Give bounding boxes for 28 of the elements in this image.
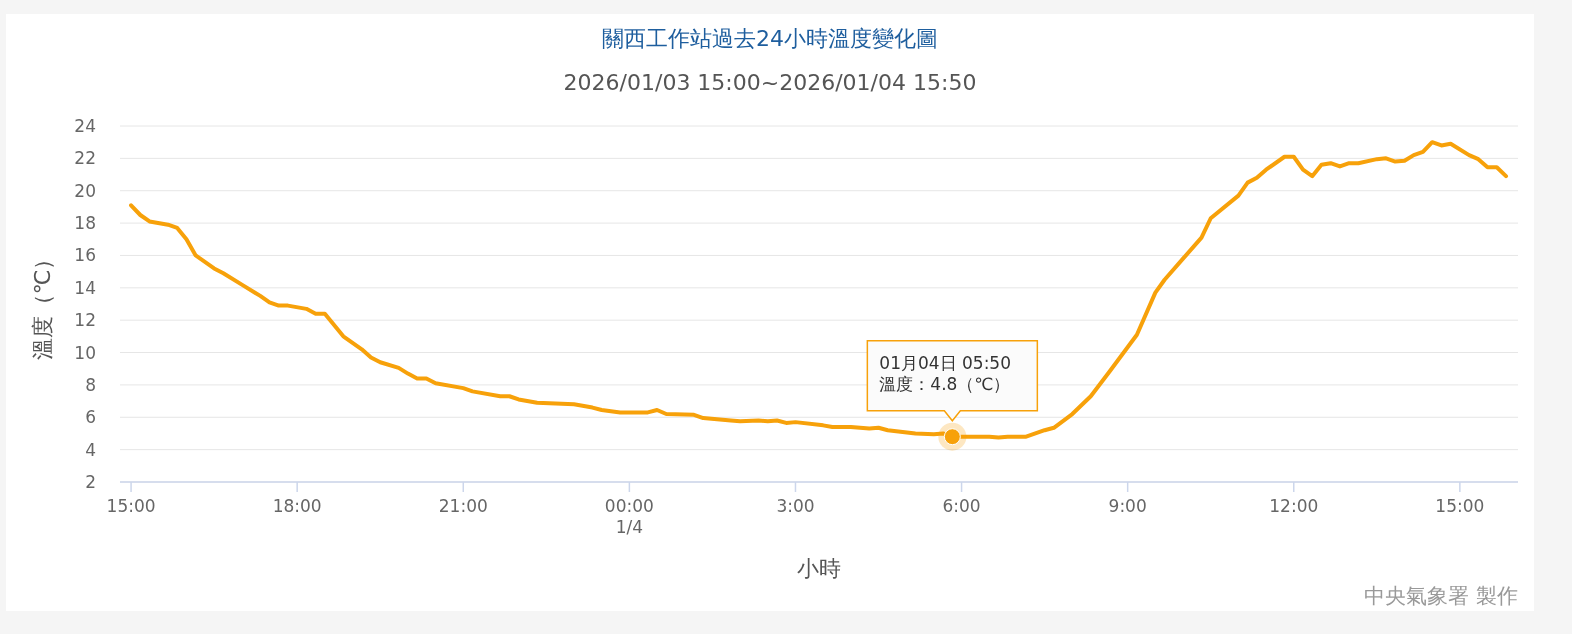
chart-subtitle: 2026/01/03 15:00~2026/01/04 15:50: [563, 70, 977, 95]
x-tick-label: 15:00: [106, 496, 156, 516]
y-tick-label: 2: [85, 472, 96, 492]
y-tick-label: 14: [74, 277, 96, 298]
y-axis-title: 溫度（℃）: [30, 247, 55, 361]
x-axis-title: 小時: [797, 556, 841, 581]
text: 中央氣象署 製作: [1364, 584, 1518, 608]
x-tick-label: 15:00: [1435, 496, 1485, 516]
tooltip: 01月04日 05:50 溫度：4.8（℃）: [866, 339, 1039, 451]
y-tick-label: 22: [74, 148, 96, 169]
y-tick-label: 4: [85, 439, 96, 460]
x-tick-label: 3:00: [776, 496, 815, 516]
y-tick-label: 24: [74, 116, 96, 136]
y-tick-label: 20: [74, 180, 96, 201]
chart-title: 關西工作站過去24小時溫度變化圖: [602, 26, 938, 51]
y-tick-label: 16: [74, 245, 96, 266]
y-tick-label: 18: [74, 213, 96, 234]
y-tick-label: 10: [74, 342, 96, 363]
x-tick-label: 18:00: [272, 496, 322, 516]
x-tick-label: 00:00 1/4: [604, 496, 654, 538]
x-tick-label: 9:00: [1108, 496, 1147, 516]
annotation: 01月04日 05:50 溫度：4.8（℃）: [879, 352, 1012, 394]
x-tick-label: 12:00: [1269, 496, 1319, 516]
y-tick-label: 12: [74, 310, 96, 331]
y-tick-label: 6: [85, 407, 96, 428]
x-tick-label: 6:00: [942, 496, 981, 516]
x-tick-label: 21:00: [438, 496, 488, 516]
y-tick-label: 8: [85, 374, 96, 395]
